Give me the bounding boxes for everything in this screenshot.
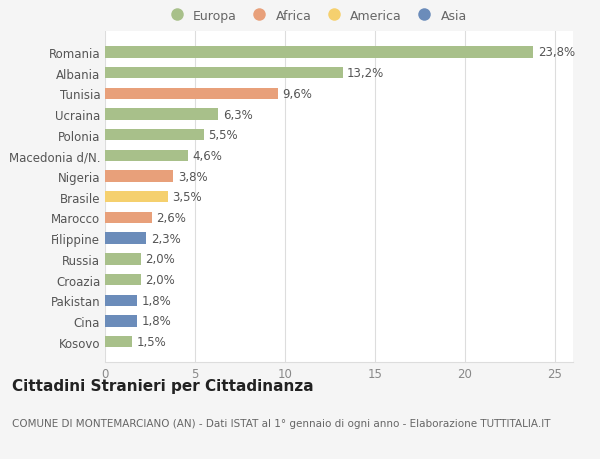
Text: 6,3%: 6,3% bbox=[223, 108, 253, 121]
Text: 2,6%: 2,6% bbox=[156, 212, 186, 224]
Bar bbox=[105, 171, 173, 182]
Bar bbox=[105, 295, 137, 306]
Text: 4,6%: 4,6% bbox=[193, 150, 222, 162]
Text: 5,5%: 5,5% bbox=[209, 129, 238, 142]
Bar bbox=[105, 213, 152, 224]
Bar bbox=[105, 274, 141, 285]
Text: 2,0%: 2,0% bbox=[146, 253, 175, 266]
Bar bbox=[105, 68, 343, 79]
Text: 1,5%: 1,5% bbox=[137, 336, 166, 348]
Text: 1,8%: 1,8% bbox=[142, 315, 172, 328]
Text: 9,6%: 9,6% bbox=[282, 88, 312, 101]
Bar bbox=[105, 151, 188, 162]
Bar bbox=[105, 47, 533, 58]
Bar bbox=[105, 109, 218, 120]
Bar bbox=[105, 130, 204, 141]
Text: 23,8%: 23,8% bbox=[538, 46, 575, 59]
Text: 13,2%: 13,2% bbox=[347, 67, 385, 80]
Text: 3,8%: 3,8% bbox=[178, 170, 208, 183]
Bar bbox=[105, 233, 146, 244]
Bar bbox=[105, 254, 141, 265]
Legend: Europa, Africa, America, Asia: Europa, Africa, America, Asia bbox=[164, 10, 467, 22]
Bar bbox=[105, 192, 168, 203]
Text: COMUNE DI MONTEMARCIANO (AN) - Dati ISTAT al 1° gennaio di ogni anno - Elaborazi: COMUNE DI MONTEMARCIANO (AN) - Dati ISTA… bbox=[12, 418, 551, 428]
Bar bbox=[105, 336, 132, 347]
Text: 3,5%: 3,5% bbox=[173, 191, 202, 204]
Bar bbox=[105, 89, 278, 100]
Text: 1,8%: 1,8% bbox=[142, 294, 172, 307]
Text: 2,3%: 2,3% bbox=[151, 232, 181, 245]
Text: 2,0%: 2,0% bbox=[146, 274, 175, 286]
Text: Cittadini Stranieri per Cittadinanza: Cittadini Stranieri per Cittadinanza bbox=[12, 379, 314, 394]
Bar bbox=[105, 316, 137, 327]
